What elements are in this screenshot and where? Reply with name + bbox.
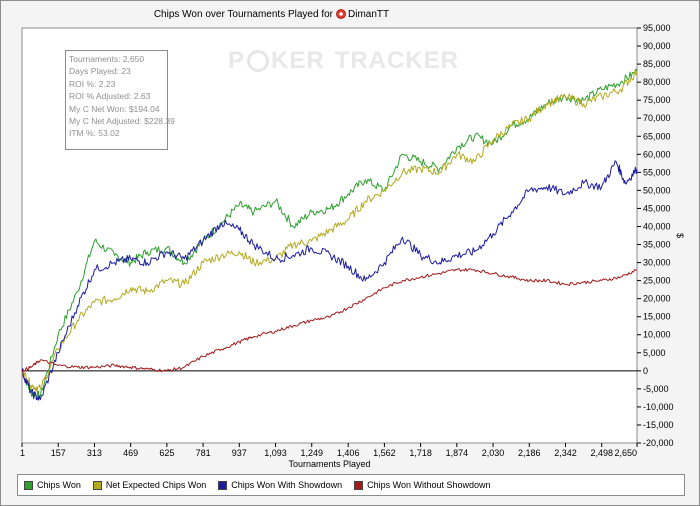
title-text: Chips Won over Tournaments Played for: [154, 9, 334, 20]
x-axis-label: Tournaments Played: [288, 459, 370, 469]
y-tick-label: 85,000: [643, 59, 671, 69]
y-tick-label: 30,000: [643, 258, 671, 268]
x-tick-label: 2,342: [554, 448, 577, 458]
y-tick-label: 55,000: [643, 167, 671, 177]
y-tick-label: 5,000: [643, 348, 666, 358]
x-tick-label: 1,406: [337, 448, 360, 458]
x-tick-label: 1,093: [264, 448, 287, 458]
x-tick-label: 2,186: [518, 448, 541, 458]
y-tick-label: 40,000: [643, 221, 671, 231]
stat-line: My C Net Won: $194.04: [69, 103, 160, 114]
legend-swatch: [24, 480, 33, 490]
x-tick-label: 781: [196, 448, 211, 458]
x-tick-label: 1,562: [373, 448, 396, 458]
y-tick-label: 80,000: [643, 77, 671, 87]
y-tick-label: 60,000: [643, 149, 671, 159]
y-tick-label: 50,000: [643, 185, 671, 195]
y-axis-label: $: [675, 233, 685, 238]
y-tick-label: 45,000: [643, 203, 671, 213]
legend-label: Chips Won: [37, 480, 81, 490]
y-tick-label: 70,000: [643, 113, 671, 123]
stat-line: Tournaments: 2,650: [69, 54, 145, 64]
y-tick-label: 65,000: [643, 131, 671, 141]
chart-title: Chips Won over Tournaments Played for Di…: [154, 9, 389, 20]
y-tick-label: -5,000: [643, 384, 669, 394]
y-tick-label: 15,000: [643, 312, 671, 322]
y-tick-label: 75,000: [643, 95, 671, 105]
series-layer: [21, 68, 638, 401]
series-line-0: [21, 68, 638, 400]
x-tick-label: 2,498: [590, 448, 613, 458]
series-line-2: [21, 160, 638, 401]
legend-label: Chips Won With Showdown: [231, 480, 343, 490]
series-line-3: [21, 267, 638, 373]
stat-line: ROI % Adjusted: 2.63: [69, 91, 151, 102]
stat-line: ROI %: 2.23: [69, 78, 116, 89]
x-tick-label: 313: [87, 448, 102, 458]
y-tick-label: 90,000: [643, 41, 671, 51]
x-tick-label: 1,718: [409, 448, 432, 458]
stat-line: Days Played: 23: [69, 66, 131, 77]
y-tick-label: 20,000: [643, 294, 671, 304]
axes: -20,000 -15,000 -10,000 -5,000 0 5,000 10,000 1…: [20, 23, 685, 469]
stat-line: ITM %: 53.02: [69, 128, 120, 139]
x-tick-label: 157: [51, 448, 66, 458]
poker-chip-icon: [336, 9, 346, 19]
x-tick-label: 2,650: [614, 448, 637, 458]
stats-box: Tournaments: 2,650 Days Played: 23 ROI %: …: [65, 50, 175, 150]
legend-label: Net Expected Chips Won: [105, 480, 207, 490]
legend-item: Net Expected Chips Won: [92, 480, 207, 490]
y-tick-label: 10,000: [643, 330, 671, 340]
x-tick-label: 2,030: [482, 448, 505, 458]
legend-swatch: [218, 480, 228, 490]
pokertracker-watermark: P KER TRACKER: [228, 47, 460, 74]
y-tick-label: 95,000: [643, 23, 671, 33]
x-tick-label: 469: [123, 448, 138, 458]
series-line-1: [21, 70, 638, 393]
y-tick-label: -15,000: [643, 420, 674, 430]
y-tick-label: -10,000: [643, 402, 674, 412]
x-tick-label: 625: [159, 448, 174, 458]
legend-label: Chips Won Without Showdown: [367, 480, 491, 490]
stat-line: My C Net Adjusted: $228.39: [69, 116, 175, 127]
legend-item: Chips Won With Showdown: [218, 480, 342, 490]
x-tick-label: 937: [232, 448, 247, 458]
y-tick-label: 25,000: [643, 276, 671, 286]
x-tick-label: 1,874: [446, 448, 469, 458]
legend-item: Chips Won: [24, 480, 81, 490]
legend-swatch: [92, 480, 102, 490]
y-tick-label: 35,000: [643, 240, 671, 250]
legend: Chips Won Net Expected Chips Won Chips Won…: [17, 474, 685, 496]
y-tick-label: -20,000: [643, 438, 674, 448]
watermark-chip-icon: [247, 50, 270, 72]
y-tick-label: 0: [643, 366, 648, 376]
x-tick-label: 1: [20, 448, 25, 458]
x-tick-label: 1,249: [300, 448, 323, 458]
legend-item: Chips Won Without Showdown: [354, 480, 491, 490]
legend-swatch: [354, 480, 364, 490]
player-name: DimanTT: [348, 9, 389, 20]
